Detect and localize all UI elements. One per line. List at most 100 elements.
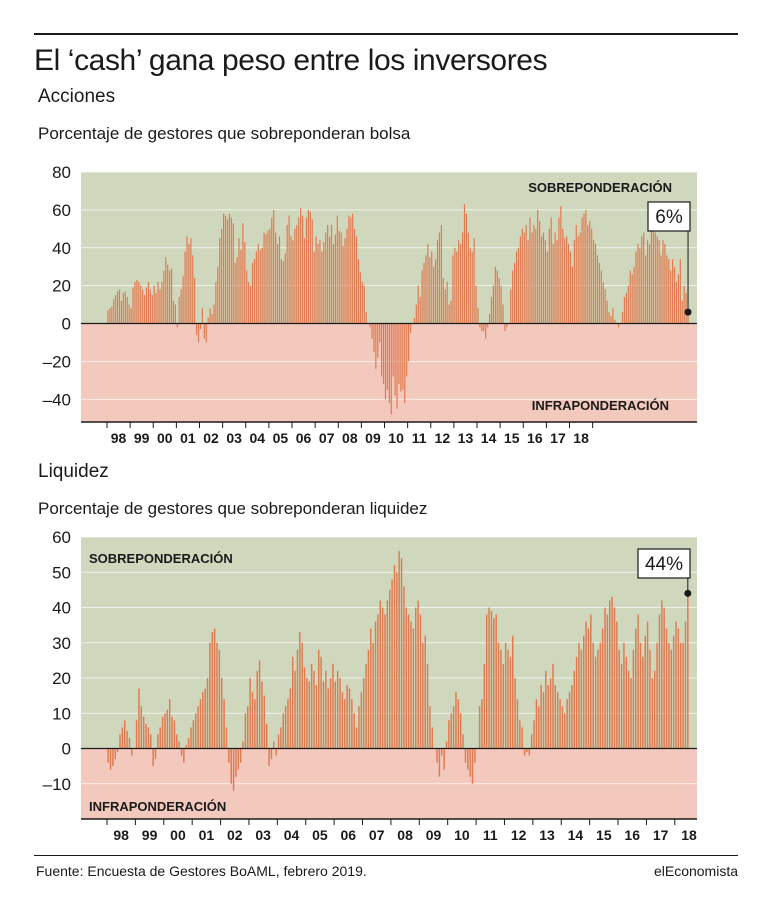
cash-bar (495, 614, 497, 749)
stocks-bar (172, 300, 175, 324)
cash-bar (362, 678, 365, 749)
stocks-bar (569, 251, 572, 324)
cash-bar (630, 678, 632, 749)
stocks-bar (138, 281, 140, 324)
stocks-bar (276, 243, 279, 324)
cash-xtick-label: 14 (568, 827, 584, 843)
cash-bar (540, 685, 542, 749)
stocks-bar (300, 207, 302, 324)
stocks-bar (477, 308, 479, 324)
stocks-ytick-label: –20 (43, 352, 71, 371)
cash-bar (277, 734, 280, 749)
cash-bar (665, 628, 668, 749)
cash-underweight-label: INFRAPONDERACIÓN (89, 799, 226, 814)
stocks-bar (523, 232, 525, 324)
cash-xtick-label: 00 (170, 827, 186, 843)
cash-bar (244, 713, 247, 749)
cash-bar (289, 688, 292, 749)
cash-bar (590, 614, 592, 749)
cash-bar (367, 649, 370, 749)
stocks-ytick-label: 60 (52, 201, 71, 220)
cash-ytick-label: 60 (52, 528, 71, 547)
stocks-bar (452, 255, 454, 324)
cash-bar (346, 685, 348, 749)
cash-bar (573, 670, 575, 749)
cash-bar (166, 709, 169, 749)
stocks-bar (188, 243, 190, 324)
stocks-xtick-label: 98 (111, 430, 127, 446)
cash-bar (178, 741, 180, 749)
cash-bar (519, 720, 521, 749)
stocks-bar (259, 249, 261, 324)
stocks-bar (602, 281, 604, 324)
top-rule (34, 33, 738, 35)
stocks-bar (596, 255, 599, 324)
stocks-callout-dot (684, 308, 692, 316)
stocks-bar (111, 306, 113, 324)
cash-bar (116, 748, 119, 753)
stocks-bar (515, 251, 518, 324)
stocks-bar (608, 312, 610, 324)
stocks-bar (159, 289, 161, 324)
cash-bar (443, 748, 445, 770)
cash-ytick-label: –10 (43, 775, 71, 794)
cash-xtick-label: 18 (681, 827, 697, 843)
cash-xtick-label: 02 (227, 827, 243, 843)
stocks-bar (456, 251, 458, 324)
cash-bar (412, 628, 415, 749)
stocks-bar (648, 243, 651, 324)
cash-bar (197, 706, 199, 749)
stocks-bar (261, 247, 263, 324)
stocks-bar (178, 297, 180, 324)
cash-bar (256, 670, 258, 749)
stocks-bar (359, 272, 362, 324)
cash-bar (265, 723, 268, 749)
stocks-bar (128, 304, 130, 324)
cash-bar (436, 748, 438, 763)
cash-bar (247, 706, 249, 749)
cash-bar (107, 748, 109, 763)
cash-bar (462, 734, 464, 749)
stocks-bar (450, 300, 452, 324)
cash-bar (464, 748, 467, 763)
stocks-bar (567, 243, 570, 324)
cash-bar (202, 692, 204, 749)
stocks-bar (471, 251, 473, 324)
stocks-bar (654, 232, 656, 324)
cash-bar (457, 699, 460, 749)
stocks-xtick-label: 14 (481, 430, 497, 446)
cash-bar (164, 713, 166, 749)
stocks-bar (440, 225, 442, 324)
stocks-bar (461, 232, 464, 324)
stocks-bar (498, 278, 500, 324)
stocks-bar (579, 232, 581, 324)
stocks-bar (635, 251, 637, 324)
stocks-bar (562, 228, 564, 324)
chart1-subtitle: Porcentaje de gestores que sobreponderan… (38, 124, 411, 143)
stocks-bar (496, 270, 498, 324)
stocks-bar (668, 259, 670, 324)
cash-bar (559, 699, 561, 749)
stocks-bar (589, 221, 591, 324)
stocks-bar (205, 323, 207, 343)
stocks-bar (639, 247, 641, 324)
cash-overweight-label: SOBREPONDERACIÓN (89, 551, 233, 566)
cash-bar (632, 649, 635, 749)
stocks-bar (248, 281, 250, 324)
cash-bar (180, 748, 183, 756)
cash-bar (112, 748, 114, 767)
stocks-bar (288, 215, 290, 324)
stocks-bar (475, 285, 477, 324)
cash-bar (651, 678, 654, 749)
stocks-bar (467, 232, 469, 324)
cash-xtick-label: 10 (454, 827, 470, 843)
stocks-bar (153, 285, 155, 324)
stocks-bar (230, 217, 232, 324)
cash-bar (206, 678, 209, 749)
stocks-bar (566, 236, 568, 324)
stocks-bar (298, 217, 300, 324)
stocks-bar (255, 251, 257, 324)
cash-bar (552, 663, 554, 749)
stocks-bar (652, 225, 654, 324)
